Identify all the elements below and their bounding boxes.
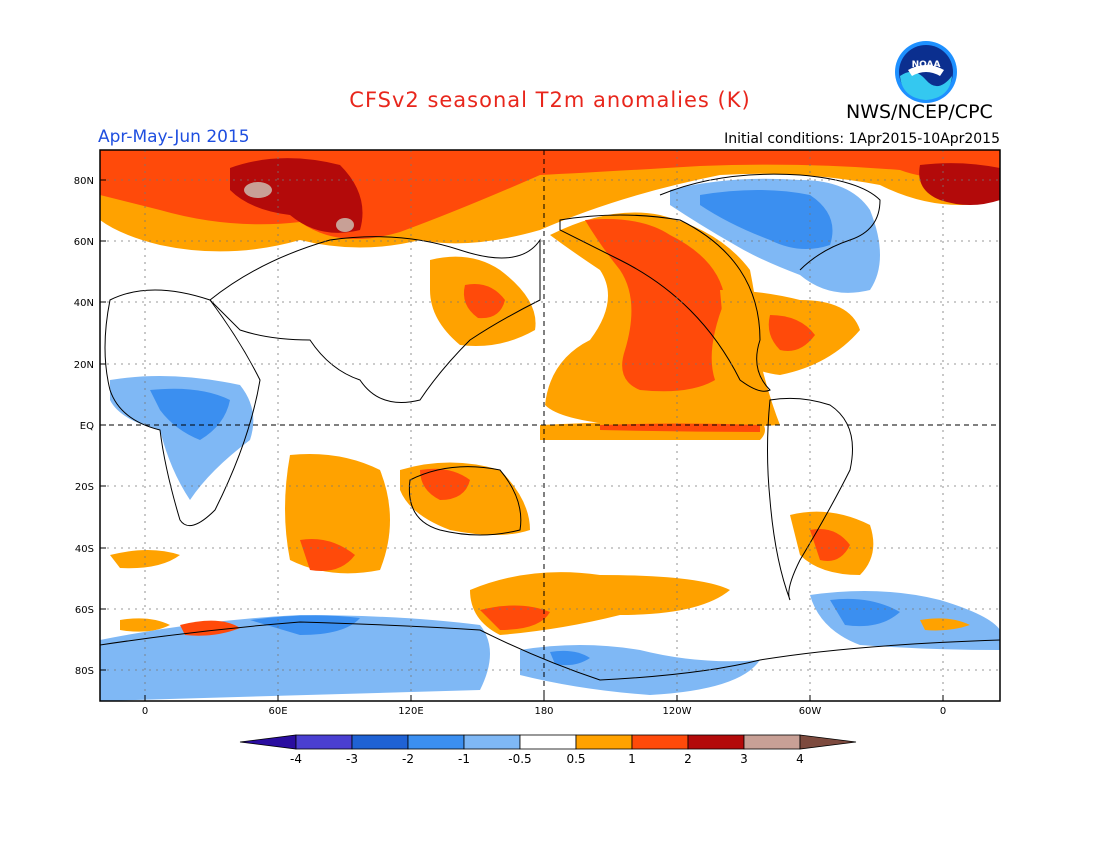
colorbar-box <box>743 734 801 750</box>
lon-label: 0 <box>142 706 148 717</box>
lat-label: 40N <box>74 298 94 309</box>
lat-label: 60S <box>75 605 94 616</box>
lon-label: 120W <box>663 706 692 717</box>
lon-label: 60W <box>799 706 822 717</box>
colorbar: -4 -3 -2 -1 -0.5 0.5 1 2 3 4 <box>239 734 857 766</box>
lat-label: 40S <box>75 544 94 555</box>
colorbar-box <box>463 734 521 750</box>
lat-label: 60N <box>74 237 94 248</box>
colorbar-label: -0.5 <box>508 752 531 766</box>
colorbar-label: 0.5 <box>566 752 585 766</box>
noaa-logo-text: NOAA <box>912 60 941 70</box>
lon-label: 0 <box>940 706 946 717</box>
lon-label: 120E <box>398 706 423 717</box>
colorbar-box <box>295 734 353 750</box>
colorbar-box <box>519 734 577 750</box>
grid-lines <box>100 150 1000 701</box>
longitude-labels: 0 60E 120E 180 120W 60W 0 <box>142 695 946 717</box>
colorbar-box <box>687 734 745 750</box>
latitude-labels: 80N 60N 40N 20N EQ 20S 40S 60S 80S <box>74 176 106 677</box>
lat-label: EQ <box>80 421 94 432</box>
map-title: CFSv2 seasonal T2m anomalies (K) <box>349 88 751 112</box>
colorbar-box <box>351 734 409 750</box>
lat-label: 80N <box>74 176 94 187</box>
colorbar-label: 2 <box>684 752 692 766</box>
colorbar-box <box>575 734 633 750</box>
colorbar-label: 4 <box>796 752 804 766</box>
colorbar-label: -4 <box>290 752 302 766</box>
coastlines <box>100 173 1000 681</box>
colorbar-min-arrow <box>239 734 297 750</box>
colorbar-label: -1 <box>458 752 470 766</box>
lat-label: 80S <box>75 666 94 677</box>
colorbar-label: 3 <box>740 752 748 766</box>
colorbar-max-arrow <box>799 734 857 750</box>
lon-label: 180 <box>534 706 553 717</box>
noaa-logo: NOAA <box>895 41 957 103</box>
colorbar-box <box>631 734 689 750</box>
colorbar-box <box>407 734 465 750</box>
colorbar-label: -3 <box>346 752 358 766</box>
season-label: Apr-May-Jun 2015 <box>98 127 250 147</box>
lat-label: 20N <box>74 360 94 371</box>
colorbar-label: 1 <box>628 752 636 766</box>
colorbar-label: -2 <box>402 752 414 766</box>
lon-label: 60E <box>268 706 287 717</box>
initial-conditions-label: Initial conditions: 1Apr2015-10Apr2015 <box>724 131 1000 147</box>
lat-label: 20S <box>75 482 94 493</box>
org-label: NWS/NCEP/CPC <box>846 101 993 123</box>
